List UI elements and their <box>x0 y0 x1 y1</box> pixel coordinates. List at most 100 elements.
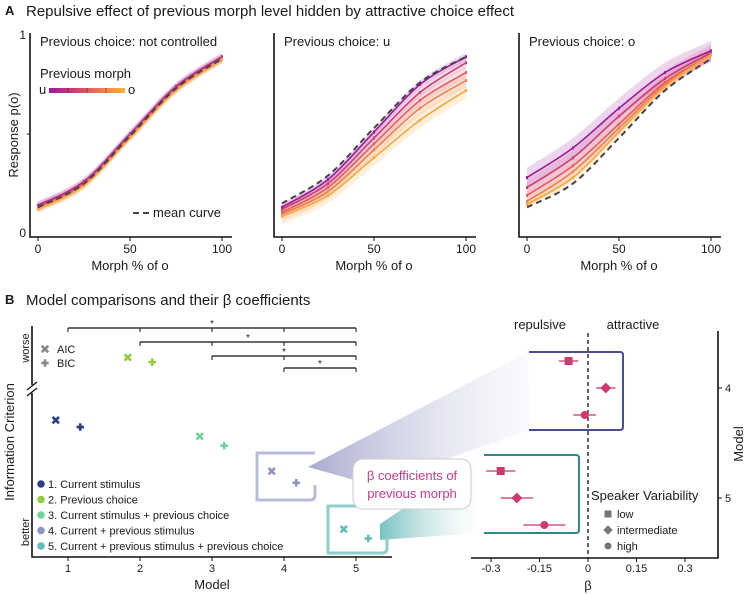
x-tick-label: 0.3 <box>677 563 692 575</box>
aic-point <box>51 416 60 425</box>
aic-point <box>195 432 204 441</box>
beta-point-high <box>580 411 589 419</box>
x-axis-label: Morph % of o <box>91 258 168 273</box>
ci-band-u <box>38 52 222 210</box>
x-tick-label: 1 <box>65 563 71 575</box>
bic-point <box>292 479 300 487</box>
y-axis-label: Model <box>731 426 746 462</box>
data-point <box>664 84 666 88</box>
ci-band-2 <box>38 53 222 211</box>
data-point <box>572 146 574 150</box>
x-tick-label: 3 <box>209 563 215 575</box>
data-point <box>221 58 223 62</box>
panel-b-title: Model comparisons and their β coefficien… <box>26 292 310 309</box>
legend-label: low <box>617 509 634 521</box>
model-4-box <box>529 351 624 431</box>
axes <box>273 33 476 238</box>
data-point <box>465 61 467 65</box>
x-tick-label: 5 <box>353 563 359 575</box>
data-point <box>419 106 421 110</box>
x-tick-label: 0 <box>585 563 591 575</box>
zoom-box-model-5 <box>326 504 389 555</box>
y-axis-label: Information Criterion <box>2 383 17 501</box>
data-point <box>526 202 528 206</box>
data-point <box>465 71 467 75</box>
legend-title: Speaker Variability <box>591 488 699 503</box>
data-point <box>281 212 283 216</box>
model-legend-dot <box>37 526 45 535</box>
aic-point <box>339 525 348 534</box>
data-point <box>281 207 283 211</box>
model-legend-label: 2. Previous choice <box>48 495 138 507</box>
data-point <box>465 79 467 83</box>
x-axis-label: Morph % of o <box>335 258 412 273</box>
x-tick-label: 50 <box>123 242 137 256</box>
beta-point-intermediate <box>600 382 612 394</box>
axes <box>31 326 392 558</box>
axes <box>518 33 721 238</box>
model-legend-dot <box>37 480 45 488</box>
data-point <box>37 207 39 211</box>
model-legend-label: 1. Current stimulus <box>48 479 141 491</box>
data-point <box>618 106 620 110</box>
data-point <box>373 130 375 134</box>
zoom-wedge-model-4 <box>308 352 530 485</box>
mean-curve-legend-label: mean curve <box>153 205 221 220</box>
data-point <box>465 88 467 92</box>
significance-star: * <box>318 359 322 370</box>
data-point <box>327 182 329 185</box>
model-legend-label: 4. Current + previous stimulus <box>48 526 195 538</box>
marker-legend-label: BIC <box>57 358 75 370</box>
data-point <box>572 164 574 168</box>
panel-a-title: Repulsive effect of previous morph level… <box>26 3 515 20</box>
ci-band-4 <box>282 73 466 222</box>
ci-band-o <box>282 82 466 225</box>
data-point <box>327 178 329 182</box>
legend-circle-icon <box>604 542 612 550</box>
marker-legend-label: AIC <box>57 344 75 356</box>
model-legend-label: 3. Current stimulus + previous choice <box>48 510 229 522</box>
x-tick-label: -0.15 <box>527 563 552 575</box>
legend-diamond-icon <box>603 525 613 535</box>
y-tick-label: 1 <box>19 28 26 42</box>
x-axis-label: Morph % of o <box>580 258 657 273</box>
aic-point <box>123 353 132 362</box>
data-point <box>710 51 712 55</box>
panel-b-letter: B <box>5 292 14 307</box>
x-axis-label: Model <box>194 577 230 592</box>
data-point <box>327 189 329 193</box>
x-tick-label: 0 <box>35 242 42 256</box>
colorbar-low-label: u <box>39 82 46 97</box>
data-point <box>373 142 375 146</box>
callout-beta-coefficients: β coefficients of previous morph <box>352 458 472 510</box>
y-bottom-label: better <box>20 518 32 546</box>
data-point <box>83 183 85 187</box>
legend-label: high <box>617 541 638 553</box>
data-point <box>618 122 620 126</box>
x-tick-label: 50 <box>367 242 381 256</box>
data-point <box>281 205 283 209</box>
data-point <box>664 77 666 81</box>
x-tick-label: 0.15 <box>626 563 647 575</box>
x-tick-label: 100 <box>701 242 721 256</box>
ci-band-2 <box>282 57 466 215</box>
x-axis-label: β <box>584 578 591 593</box>
y-tick-label: 5 <box>725 493 731 505</box>
data-point <box>710 49 712 53</box>
aic-point <box>267 467 276 476</box>
colorbar-high-label: o <box>128 82 135 97</box>
data-point <box>465 55 467 59</box>
data-point <box>373 156 375 160</box>
x-tick-label: -0.3 <box>482 563 501 575</box>
model-legend-dot <box>37 495 45 504</box>
data-point <box>526 199 528 203</box>
significance-star: * <box>210 319 214 330</box>
data-point <box>618 130 620 134</box>
data-point <box>419 90 421 94</box>
data-point <box>419 98 421 102</box>
colorbar-title: Previous morph <box>40 66 131 81</box>
model-legend-label: 5. Current + previous stimulus + previou… <box>48 541 283 553</box>
data-point <box>710 53 712 57</box>
